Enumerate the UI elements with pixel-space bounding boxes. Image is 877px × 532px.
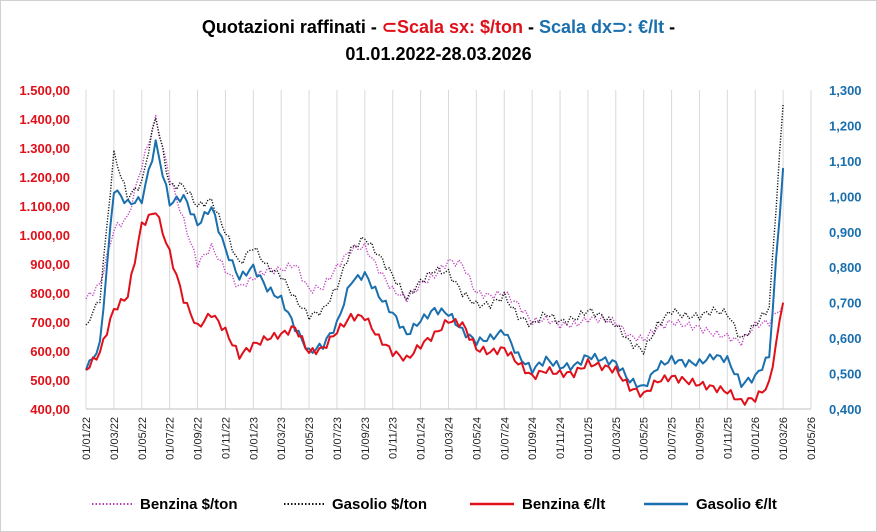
x-tick-label: 01/11/23 — [388, 417, 400, 459]
right-tick-label: 1,200 — [829, 118, 862, 133]
x-tick-label: 01/11/25 — [722, 417, 734, 459]
left-tick-label: 600,00 — [30, 344, 70, 359]
left-tick-label: 1.000,00 — [19, 228, 70, 243]
right-tick-label: 1,300 — [829, 83, 862, 98]
legend-item-benzina-lt: Benzina €/lt — [470, 492, 605, 516]
series-line-2 — [85, 212, 785, 406]
left-tick-label: 700,00 — [30, 315, 70, 330]
x-tick-label: 01/01/23 — [248, 417, 260, 460]
x-tick-label: 01/05/23 — [304, 417, 316, 460]
right-tick-label: 0,800 — [829, 260, 862, 275]
left-tick-label: 400,00 — [30, 402, 70, 417]
x-tick-label: 01/09/25 — [694, 417, 706, 460]
left-scale-symbol: ⊂ — [381, 17, 397, 37]
left-axis: 400,00 500,00 600,00 700,00 800,00 900,00 1.00… — [19, 83, 70, 417]
x-tick-label: 01/03/24 — [444, 417, 456, 460]
legend-item-gasolio-ton: Gasolio $/ton — [284, 492, 427, 516]
legend-item-benzina-ton: Benzina $/ton — [92, 492, 238, 516]
right-scale-symbol: ⊃ — [612, 17, 628, 37]
left-tick-label: 800,00 — [30, 286, 70, 301]
x-tick-label: 01/05/25 — [639, 417, 651, 460]
left-tick-label: 1.400,00 — [19, 112, 70, 127]
x-tick-label: 01/09/22 — [193, 417, 205, 460]
title-end: - — [664, 17, 676, 37]
right-tick-label: 0,700 — [829, 296, 862, 311]
x-axis: 01/01/22 01/03/22 01/05/22 01/07/22 01/09/22… — [81, 417, 818, 460]
right-tick-label: 0,900 — [829, 225, 862, 240]
series-line-3 — [85, 139, 785, 389]
legend-label-gasolio-ton: Gasolio $/ton — [332, 495, 428, 513]
left-tick-label: 1.500,00 — [19, 83, 70, 98]
x-tick-label: 01/07/23 — [332, 417, 344, 460]
right-axis: 0,400 0,500 0,600 0,700 0,800 0,900 1,000 1,100… — [829, 83, 862, 417]
legend: Benzina $/ton Gasolio $/ton Benzina €/lt… — [0, 492, 877, 516]
left-tick-label: 1.200,00 — [19, 170, 70, 185]
x-tick-label: 01/01/25 — [583, 417, 595, 460]
x-tick-label: 01/05/22 — [137, 417, 149, 460]
chart-title: Quotazioni raffinati - ⊂Scala sx: $/ton … — [0, 14, 877, 68]
x-tick-label: 01/11/24 — [555, 417, 567, 459]
legend-swatch-gasolio-lt — [644, 502, 688, 506]
legend-swatch-benzina-ton — [92, 503, 132, 505]
left-tick-label: 900,00 — [30, 257, 70, 272]
legend-item-gasolio-lt: Gasolio €/lt — [644, 492, 777, 516]
x-tick-label: 01/07/25 — [667, 417, 679, 460]
right-tick-label: 1,000 — [829, 189, 862, 204]
x-tick-label: 01/05/24 — [471, 417, 483, 460]
x-tick-label: 01/03/22 — [109, 417, 121, 460]
x-tick-label: 01/07/22 — [165, 417, 177, 460]
x-tick-label: 01/09/24 — [527, 417, 539, 460]
x-tick-label: 01/01/22 — [81, 417, 93, 460]
x-tick-label: 01/05/26 — [806, 417, 818, 460]
x-tick-label: 01/03/26 — [778, 417, 790, 460]
title-part1: Quotazioni raffinati - — [201, 17, 382, 37]
chart-title-line2: 01.01.2022-28.03.2026 — [345, 44, 532, 64]
x-tick-label: 01/09/23 — [360, 417, 372, 460]
x-tick-label: 01/03/23 — [276, 417, 288, 460]
legend-label-benzina-lt: Benzina €/lt — [522, 495, 606, 513]
x-tick-label: 01/01/26 — [750, 417, 762, 460]
title-separator: - — [523, 17, 539, 37]
series-group — [85, 104, 785, 406]
right-tick-label: 1,100 — [829, 154, 862, 169]
right-scale-label: Scala dx — [539, 17, 613, 37]
legend-swatch-gasolio-ton — [284, 503, 324, 505]
legend-swatch-benzina-lt — [470, 502, 514, 506]
series-line-0 — [85, 114, 784, 347]
grid-lines — [85, 90, 812, 410]
x-tick-label: 01/11/22 — [220, 417, 232, 459]
legend-label-gasolio-lt: Gasolio €/lt — [696, 495, 777, 513]
legend-label-benzina-ton: Benzina $/ton — [140, 495, 238, 513]
left-tick-label: 500,00 — [30, 373, 70, 388]
right-tick-label: 0,600 — [829, 331, 862, 346]
x-tick-label: 01/01/24 — [416, 417, 428, 460]
chart-title-line1: Quotazioni raffinati - ⊂Scala sx: $/ton … — [0, 14, 877, 41]
left-scale-label: Scala sx: $/ton — [396, 17, 523, 37]
right-scale-unit: : €/lt — [627, 17, 665, 37]
series-line-1 — [85, 104, 784, 355]
x-tick-label: 01/03/25 — [611, 417, 623, 460]
left-tick-label: 1.300,00 — [19, 141, 70, 156]
left-tick-label: 1.100,00 — [19, 199, 70, 214]
x-tick-label: 01/07/24 — [499, 417, 511, 460]
right-tick-label: 0,400 — [829, 402, 862, 417]
right-tick-label: 0,500 — [829, 367, 862, 382]
